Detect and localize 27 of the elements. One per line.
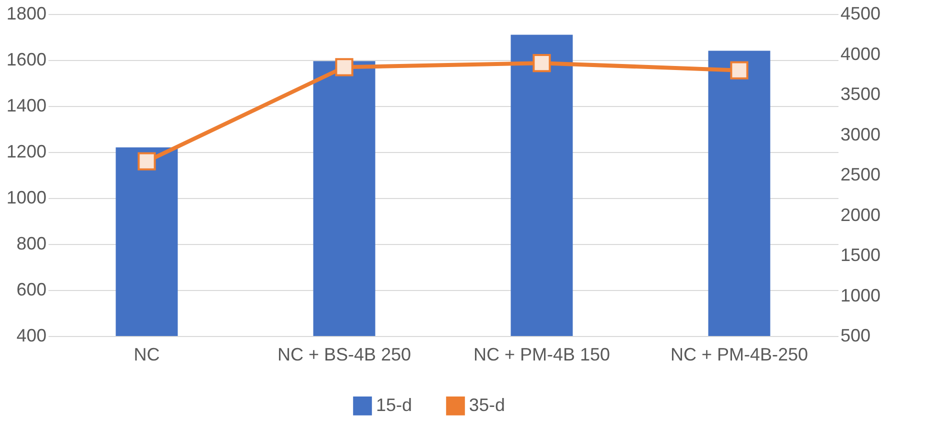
y-tick-label: 400 bbox=[16, 326, 46, 346]
legend-label: 35-d bbox=[469, 394, 506, 415]
point bbox=[335, 58, 354, 76]
y-tick-label: 1200 bbox=[6, 142, 46, 162]
y-tick-label: 1000 bbox=[6, 188, 46, 208]
y2-tick-label: 3000 bbox=[840, 124, 881, 144]
y-tick-label: 1600 bbox=[6, 50, 46, 70]
legend-label: 15-d bbox=[376, 394, 412, 415]
x-tick-label: NC bbox=[134, 344, 160, 364]
y-tick-label: 800 bbox=[16, 234, 46, 254]
y2-tick-label: 500 bbox=[840, 326, 871, 346]
y2-tick-label: 2500 bbox=[840, 164, 881, 184]
y-tick-label: 1800 bbox=[6, 4, 46, 24]
y2-tick-label: 1500 bbox=[840, 245, 881, 265]
y2-tick-label: 4500 bbox=[840, 4, 881, 24]
y2-tick-label: 1000 bbox=[840, 285, 881, 306]
point bbox=[730, 61, 748, 80]
y2-tick-label: 4000 bbox=[840, 44, 881, 64]
x-tick-label: NC + PM-4B-250 bbox=[670, 344, 808, 364]
x-tick-label: NC + BS-4B 250 bbox=[277, 344, 412, 364]
y-tick-label: 600 bbox=[16, 280, 46, 300]
x-tick-label: NC + PM-4B 150 bbox=[473, 344, 610, 364]
y-tick-label: 1400 bbox=[6, 96, 46, 116]
y2-tick-label: 2000 bbox=[840, 204, 881, 225]
point bbox=[532, 54, 551, 72]
point bbox=[138, 152, 156, 170]
y2-tick-label: 3500 bbox=[840, 84, 881, 104]
